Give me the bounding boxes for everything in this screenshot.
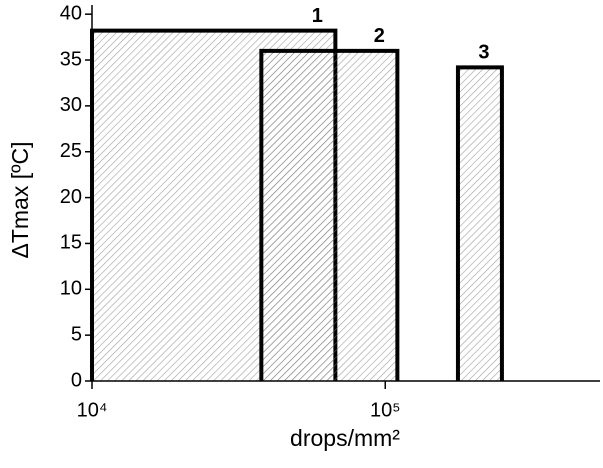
y-tick-label: 0	[71, 369, 82, 391]
bar-fill	[457, 67, 502, 382]
bar-outline	[259, 48, 400, 381]
bar-label: 1	[312, 5, 323, 27]
y-tick-label: 25	[60, 140, 82, 162]
bar-fill	[261, 50, 398, 381]
y-tick-label: 10	[60, 278, 82, 300]
y-tick-label: 30	[60, 94, 82, 116]
y-axis-label: ΔTmax [ºC]	[7, 141, 33, 258]
y-tick-label: 20	[60, 186, 82, 208]
bar-label: 2	[374, 25, 385, 47]
bar-label: 3	[478, 42, 489, 64]
y-tick-label: 5	[71, 323, 82, 345]
x-tick-label: 10⁴	[77, 399, 108, 421]
bar-outline	[455, 65, 504, 381]
y-tick-label: 35	[60, 48, 82, 70]
x-tick-label: 10⁵	[370, 399, 401, 421]
y-tick-label: 40	[60, 2, 82, 24]
x-axis-label: drops/mm²	[290, 425, 400, 451]
y-tick-label: 15	[60, 232, 82, 254]
